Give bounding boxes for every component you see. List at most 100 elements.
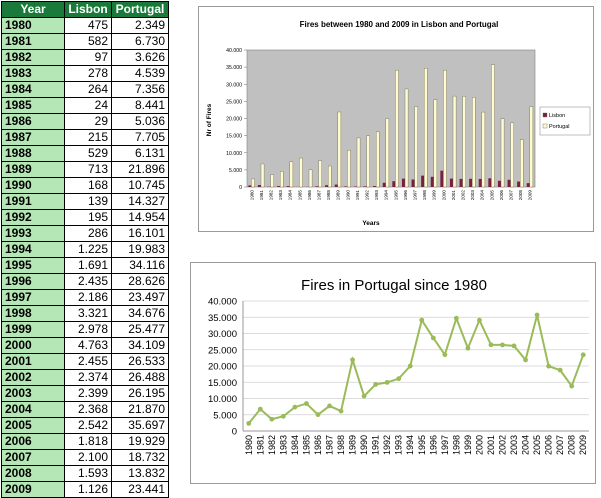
bar-x-tick-label: 1997 bbox=[413, 190, 418, 201]
line-point-1981 bbox=[258, 407, 263, 412]
line-y-tick-label: 30.000 bbox=[208, 329, 237, 340]
line-x-tick-label: 1996 bbox=[428, 435, 438, 455]
bar-x-tick-label: 1996 bbox=[403, 190, 408, 201]
cell-portugal: 7.356 bbox=[112, 82, 169, 98]
cell-lisbon: 2.978 bbox=[65, 322, 112, 338]
header-portugal: Portugal bbox=[112, 2, 169, 18]
line-x-tick-label: 1983 bbox=[278, 435, 288, 455]
bar-x-tick-label: 1994 bbox=[384, 190, 389, 201]
line-point-1987 bbox=[327, 404, 332, 409]
cell-year: 2001 bbox=[2, 354, 65, 370]
line-y-tick-label: 10.000 bbox=[208, 394, 237, 405]
cell-year: 1994 bbox=[2, 242, 65, 258]
line-x-tick-label: 2005 bbox=[532, 435, 542, 455]
line-x-tick-label: 1985 bbox=[301, 435, 311, 455]
bar-x-tick-label: 2009 bbox=[528, 190, 533, 201]
line-chart-title: Fires in Portugal since 1980 bbox=[301, 277, 487, 294]
cell-year: 1995 bbox=[2, 258, 65, 274]
bar-portugal-2002 bbox=[463, 96, 466, 187]
cell-portugal: 21.870 bbox=[112, 402, 169, 418]
line-x-tick-label: 1994 bbox=[405, 435, 415, 455]
line-point-2000 bbox=[477, 318, 482, 323]
bar-x-tick-label: 1988 bbox=[326, 190, 331, 201]
cell-lisbon: 2.186 bbox=[65, 290, 112, 306]
bar-x-tick-label: 2008 bbox=[518, 190, 523, 201]
cell-lisbon: 215 bbox=[65, 130, 112, 146]
bar-x-tick-label: 1992 bbox=[365, 190, 370, 201]
bar-portugal-1993 bbox=[376, 132, 379, 187]
line-y-tick-label: 15.000 bbox=[208, 378, 237, 389]
bar-x-tick-label: 1985 bbox=[297, 190, 302, 201]
cell-year: 2004 bbox=[2, 402, 65, 418]
cell-year: 1984 bbox=[2, 82, 65, 98]
cell-year: 1998 bbox=[2, 306, 65, 322]
bar-portugal-1997 bbox=[415, 107, 418, 187]
bar-x-tick-label: 1984 bbox=[288, 190, 293, 201]
line-x-tick-label: 2006 bbox=[544, 435, 554, 455]
cell-lisbon: 1.691 bbox=[65, 258, 112, 274]
bar-lisbon-1984 bbox=[287, 186, 290, 187]
line-point-1991 bbox=[373, 382, 378, 387]
line-point-2005 bbox=[535, 313, 540, 318]
bar-portugal-1999 bbox=[434, 100, 437, 187]
bar-portugal-2007 bbox=[511, 123, 514, 187]
cell-year: 2006 bbox=[2, 434, 65, 450]
cell-year: 1996 bbox=[2, 274, 65, 290]
header-lisbon: Lisbon bbox=[65, 2, 112, 18]
cell-year: 2005 bbox=[2, 418, 65, 434]
bar-y-tick-label: 20.000 bbox=[226, 117, 242, 123]
bar-lisbon-1994 bbox=[383, 183, 386, 187]
line-point-1999 bbox=[466, 346, 471, 351]
cell-lisbon: 97 bbox=[65, 50, 112, 66]
bar-lisbon-2001 bbox=[450, 179, 453, 187]
bar-portugal-1981 bbox=[261, 164, 264, 187]
cell-lisbon: 475 bbox=[65, 18, 112, 34]
bar-lisbon-1990 bbox=[344, 186, 347, 187]
bar-lisbon-2008 bbox=[517, 182, 520, 187]
table-header-row: Year Lisbon Portugal bbox=[2, 2, 169, 18]
line-x-tick-label: 2009 bbox=[578, 435, 588, 455]
line-point-1980 bbox=[246, 421, 251, 426]
bar-x-tick-label: 1982 bbox=[269, 190, 274, 201]
cell-lisbon: 2.399 bbox=[65, 386, 112, 402]
cell-lisbon: 168 bbox=[65, 178, 112, 194]
line-point-2006 bbox=[546, 364, 551, 369]
bar-x-tick-label: 1991 bbox=[355, 190, 360, 201]
bar-x-tick-label: 1995 bbox=[393, 190, 398, 201]
bar-chart-y-axis-label: Nr of Fires bbox=[206, 103, 213, 136]
line-x-tick-label: 2002 bbox=[498, 435, 508, 455]
cell-portugal: 23.497 bbox=[112, 290, 169, 306]
bar-portugal-2005 bbox=[491, 65, 494, 187]
cell-portugal: 21.896 bbox=[112, 162, 169, 178]
line-y-tick-label: 25.000 bbox=[208, 345, 237, 356]
cell-portugal: 35.697 bbox=[112, 418, 169, 434]
cell-year: 1986 bbox=[2, 114, 65, 130]
line-x-tick-label: 1993 bbox=[394, 435, 404, 455]
line-point-2003 bbox=[512, 343, 517, 348]
line-x-tick-label: 1999 bbox=[463, 435, 473, 455]
cell-lisbon: 582 bbox=[65, 34, 112, 50]
line-point-1998 bbox=[454, 316, 459, 321]
cell-portugal: 14.954 bbox=[112, 210, 169, 226]
line-point-1983 bbox=[281, 414, 286, 419]
bar-y-tick-label: 0 bbox=[239, 185, 242, 191]
bar-x-tick-label: 1999 bbox=[432, 190, 437, 201]
cell-lisbon: 2.542 bbox=[65, 418, 112, 434]
cell-year: 1999 bbox=[2, 322, 65, 338]
bar-portugal-2003 bbox=[472, 97, 475, 187]
bar-x-tick-label: 1987 bbox=[317, 190, 322, 201]
cell-lisbon: 1.593 bbox=[65, 466, 112, 482]
header-year: Year bbox=[2, 2, 65, 18]
cell-lisbon: 529 bbox=[65, 146, 112, 162]
